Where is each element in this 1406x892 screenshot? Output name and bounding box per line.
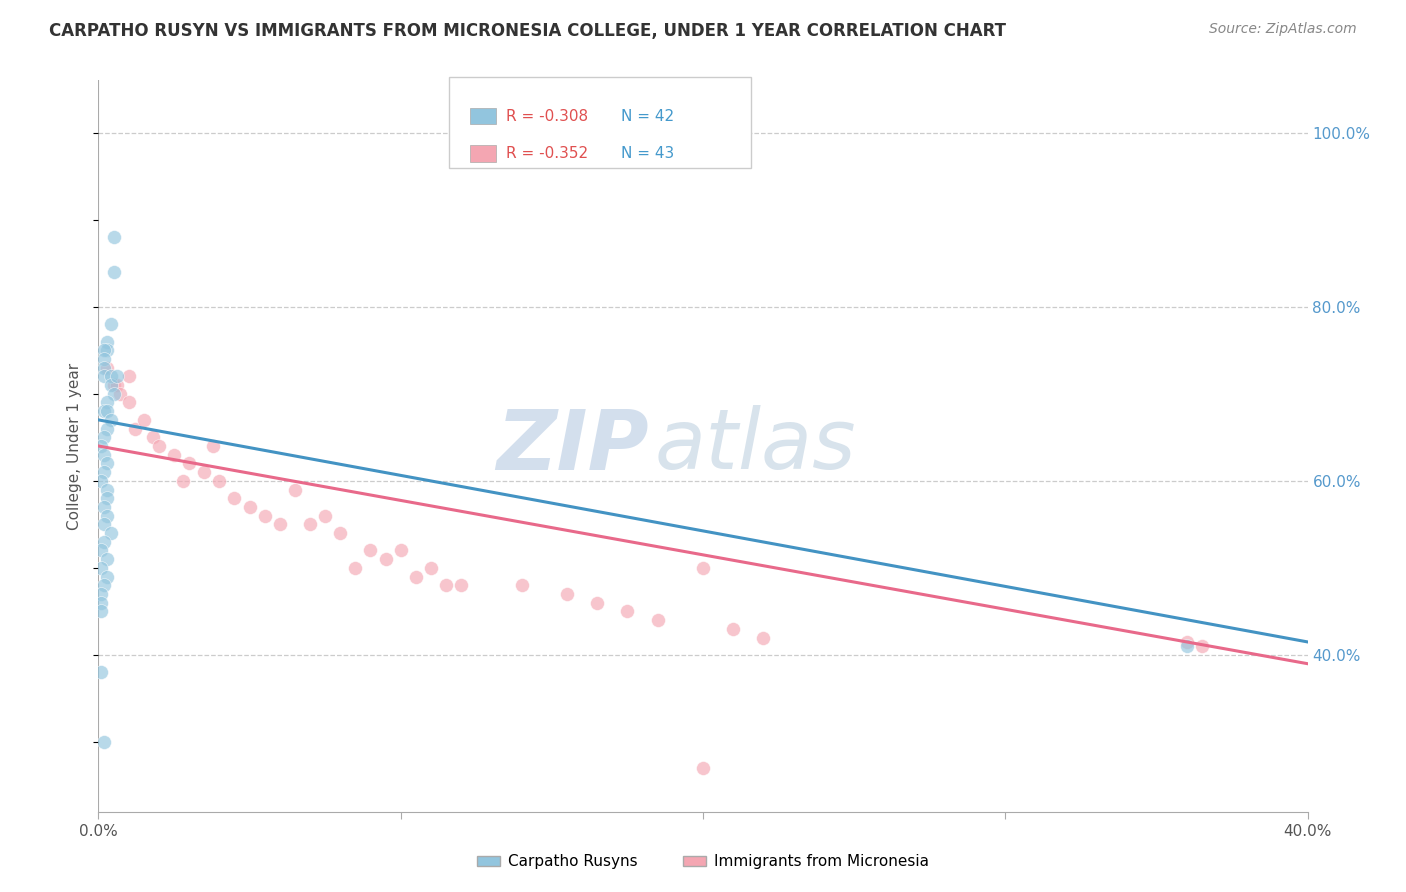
Point (314, 508, 336, 523)
Point (93, 351, 115, 366)
Point (96, 483, 118, 497)
Point (752, 631, 775, 645)
Text: N = 42: N = 42 (621, 109, 673, 124)
Point (100, 378, 122, 392)
Point (284, 483, 307, 497)
Point (93, 500, 115, 514)
Point (93, 578, 115, 592)
Point (96, 404, 118, 418)
Point (172, 474, 194, 488)
FancyBboxPatch shape (470, 145, 496, 161)
Point (450, 578, 472, 592)
Point (96, 334, 118, 349)
Point (103, 386, 125, 401)
Point (90, 439, 112, 453)
Point (224, 491, 246, 506)
Point (132, 413, 155, 427)
Point (299, 517, 322, 532)
Point (90, 474, 112, 488)
Point (1191, 640, 1213, 654)
Point (586, 596, 609, 610)
Point (96, 508, 118, 523)
Point (142, 430, 165, 444)
Point (103, 265, 125, 279)
Point (96, 552, 118, 566)
Point (692, 761, 714, 775)
FancyBboxPatch shape (470, 109, 496, 125)
Point (96, 457, 118, 471)
Text: R = -0.308: R = -0.308 (506, 109, 588, 124)
Point (692, 561, 714, 575)
Point (100, 413, 122, 427)
Point (723, 622, 745, 636)
FancyBboxPatch shape (449, 77, 751, 168)
Point (96, 343, 118, 358)
Point (202, 439, 225, 453)
Point (90, 596, 112, 610)
Point (269, 517, 291, 532)
Point (647, 613, 669, 627)
Point (193, 465, 215, 479)
Point (93, 404, 115, 418)
Point (434, 578, 457, 592)
Point (105, 378, 128, 392)
Point (344, 561, 367, 575)
Text: ZIP: ZIP (496, 406, 648, 486)
Text: N = 43: N = 43 (621, 146, 673, 161)
Point (360, 543, 382, 558)
Point (510, 578, 533, 592)
Point (90, 543, 112, 558)
Point (90, 561, 112, 575)
Point (100, 369, 122, 384)
Text: CARPATHO RUSYN VS IMMIGRANTS FROM MICRONESIA COLLEGE, UNDER 1 YEAR CORRELATION C: CARPATHO RUSYN VS IMMIGRANTS FROM MICRON… (49, 22, 1007, 40)
Point (389, 543, 412, 558)
Point (96, 491, 118, 506)
Point (90, 604, 112, 618)
Point (96, 395, 118, 409)
Point (93, 534, 115, 549)
Point (555, 587, 578, 601)
Point (100, 317, 122, 331)
Point (1175, 635, 1198, 649)
Point (103, 378, 125, 392)
Point (405, 569, 427, 583)
Point (329, 526, 352, 541)
Y-axis label: College, Under 1 year: College, Under 1 year (67, 362, 83, 530)
Point (93, 430, 115, 444)
Point (253, 508, 276, 523)
Point (420, 561, 443, 575)
Point (93, 448, 115, 462)
Text: R = -0.352: R = -0.352 (506, 146, 588, 161)
Point (1175, 640, 1198, 654)
Point (118, 369, 141, 384)
Point (96, 421, 118, 435)
Point (96, 360, 118, 375)
Point (93, 465, 115, 479)
Text: Source: ZipAtlas.com: Source: ZipAtlas.com (1209, 22, 1357, 37)
Point (374, 552, 396, 566)
Point (616, 604, 638, 618)
Point (103, 230, 125, 244)
Point (208, 474, 231, 488)
Point (100, 526, 122, 541)
Point (90, 665, 112, 680)
Point (93, 735, 115, 749)
Point (179, 457, 201, 471)
Point (90, 587, 112, 601)
Point (118, 395, 141, 409)
Point (105, 369, 128, 384)
Point (93, 343, 115, 358)
Point (93, 369, 115, 384)
Legend: Carpatho Rusyns, Immigrants from Micronesia: Carpatho Rusyns, Immigrants from Microne… (471, 848, 935, 875)
Point (124, 421, 146, 435)
Point (93, 360, 115, 375)
Point (148, 439, 170, 453)
Point (93, 517, 115, 532)
Point (108, 386, 131, 401)
Point (239, 500, 262, 514)
Point (163, 448, 186, 462)
Text: atlas: atlas (655, 406, 856, 486)
Point (96, 569, 118, 583)
